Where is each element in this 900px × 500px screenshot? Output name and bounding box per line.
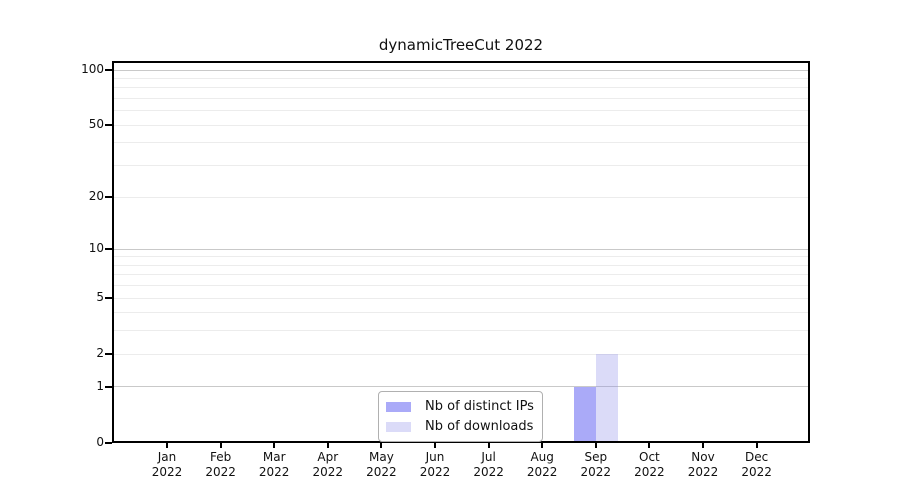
y-tick-label-20: 20 xyxy=(88,189,104,203)
x-tick-year: 2022 xyxy=(526,465,558,479)
gridline-minor-90 xyxy=(114,78,808,80)
x-tick-month: Oct xyxy=(639,450,660,464)
y-tick-1 xyxy=(105,385,112,388)
x-tick-month: Aug xyxy=(530,450,554,464)
x-tick-mar xyxy=(273,443,276,448)
legend: Nb of distinct IPs Nb of downloads xyxy=(378,391,543,442)
x-tick-month: Jul xyxy=(481,450,496,464)
legend-item-downloads: Nb of downloads xyxy=(386,419,534,434)
gridline-major-1 xyxy=(114,386,808,388)
gridline-minor-20 xyxy=(114,196,808,198)
legend-item-distinct-ips: Nb of distinct IPs xyxy=(386,399,534,414)
x-tick-label-jan: Jan 2022 xyxy=(135,450,199,480)
y-tick-label-50: 50 xyxy=(88,117,104,132)
x-tick-feb xyxy=(219,443,222,448)
y-tick-label-100: 100 xyxy=(81,62,104,77)
y-tick-20 xyxy=(105,196,112,198)
x-tick-oct xyxy=(648,443,651,448)
x-tick-label-nov: Nov 2022 xyxy=(671,450,735,480)
x-tick-year: 2022 xyxy=(473,465,504,479)
y-tick-label-10: 10 xyxy=(88,241,104,256)
x-tick-jun xyxy=(434,443,436,448)
bar-distinct-ips-sep xyxy=(573,386,596,441)
x-tick-month: May xyxy=(368,450,394,464)
x-tick-apr xyxy=(326,443,329,448)
x-tick-month: Jun xyxy=(425,450,445,464)
y-tick-label-0: 0 xyxy=(96,435,104,449)
gridline-minor-4 xyxy=(114,312,808,314)
x-tick-year: 2022 xyxy=(205,465,236,479)
gridline-minor-2 xyxy=(114,353,808,355)
x-tick-month: Nov xyxy=(691,450,715,464)
x-tick-jul xyxy=(487,443,490,448)
gridline-minor-9 xyxy=(114,256,808,258)
x-tick-year: 2022 xyxy=(419,465,451,479)
x-tick-label-mar: Mar 2022 xyxy=(242,450,306,480)
gridline-minor-6 xyxy=(114,285,808,287)
gridline-minor-3 xyxy=(114,330,808,332)
gridline-minor-7 xyxy=(114,274,808,276)
x-tick-label-dec: Dec 2022 xyxy=(725,450,789,480)
x-tick-year: 2022 xyxy=(312,465,344,479)
x-tick-label-jul: Jul 2022 xyxy=(457,450,521,480)
y-tick-50 xyxy=(105,124,112,127)
x-tick-label-oct: Oct 2022 xyxy=(617,450,681,480)
gridline-minor-80 xyxy=(114,87,808,89)
bar-downloads-sep xyxy=(595,354,618,441)
gridline-minor-60 xyxy=(114,110,808,112)
y-tick-2 xyxy=(105,353,112,356)
x-tick-dec xyxy=(755,443,758,448)
plot-area xyxy=(112,61,810,443)
x-tick-month: Feb xyxy=(209,450,232,464)
x-tick-year: 2022 xyxy=(151,465,183,479)
x-tick-label-jun: Jun 2022 xyxy=(403,450,467,480)
y-tick-100 xyxy=(105,69,112,72)
y-tick-5 xyxy=(105,297,112,300)
gridline-minor-50 xyxy=(114,124,808,126)
x-tick-jan xyxy=(166,443,168,448)
legend-label-distinct-ips: Nb of distinct IPs xyxy=(425,399,534,414)
x-tick-month: Sep xyxy=(584,450,608,464)
y-tick-label-5: 5 xyxy=(96,290,104,305)
x-tick-year: 2022 xyxy=(580,465,612,479)
gridline-minor-8 xyxy=(114,264,808,266)
x-tick-label-apr: Apr 2022 xyxy=(296,450,360,480)
x-tick-label-sep: Sep 2022 xyxy=(564,450,628,480)
gridline-minor-30 xyxy=(114,165,808,167)
x-tick-month: Mar xyxy=(262,450,286,464)
x-tick-year: 2022 xyxy=(741,465,772,479)
y-tick-label-2: 2 xyxy=(96,346,104,361)
x-tick-year: 2022 xyxy=(366,465,397,479)
gridline-major-10 xyxy=(114,248,808,250)
x-tick-year: 2022 xyxy=(258,465,290,479)
x-tick-month: Apr xyxy=(317,450,339,464)
x-tick-year: 2022 xyxy=(687,465,719,479)
chart-title: dynamicTreeCut 2022 xyxy=(378,36,544,54)
x-tick-month: Jan xyxy=(157,450,177,464)
x-tick-month: Dec xyxy=(744,450,769,464)
legend-swatch-distinct-ips xyxy=(386,401,411,412)
gridline-minor-40 xyxy=(114,142,808,144)
y-tick-label-1: 1 xyxy=(96,378,104,393)
x-tick-label-may: May 2022 xyxy=(349,450,413,480)
gridline-minor-5 xyxy=(114,297,808,299)
gridline-minor-70 xyxy=(114,98,808,100)
y-tick-0 xyxy=(105,442,112,444)
x-tick-may xyxy=(380,443,383,448)
legend-swatch-downloads xyxy=(386,421,411,432)
y-tick-10 xyxy=(105,248,112,251)
x-tick-sep xyxy=(594,443,597,448)
x-tick-year: 2022 xyxy=(634,465,665,479)
legend-label-downloads: Nb of downloads xyxy=(425,419,534,434)
x-tick-label-aug: Aug 2022 xyxy=(510,450,574,480)
gridline-major-100 xyxy=(114,69,808,71)
x-tick-nov xyxy=(702,443,704,448)
x-tick-aug xyxy=(541,443,544,448)
x-tick-label-feb: Feb 2022 xyxy=(189,450,253,480)
